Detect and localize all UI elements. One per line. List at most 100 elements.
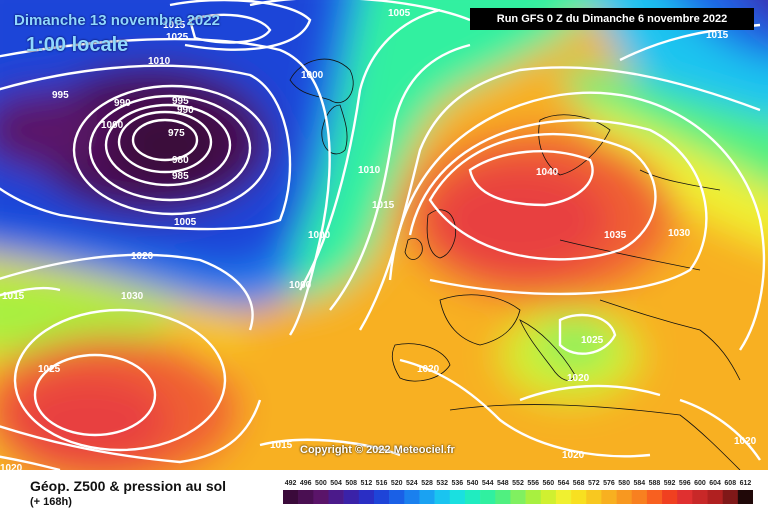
isobar-labels: 1015 1025 1010 1005 1000 995 990 995 990…: [0, 8, 757, 470]
legend-swatch: [677, 490, 693, 504]
isobar-1015-nw: 1015: [163, 20, 186, 31]
isobar-1005-top: 1005: [388, 8, 411, 19]
isobar-1010-nw: 1010: [148, 56, 171, 67]
legend-swatch: [313, 490, 329, 504]
isobar-1015-south: 1015: [270, 440, 293, 451]
legend-value: 536: [452, 480, 464, 487]
legend-swatch: [480, 490, 496, 504]
isobar-1000-low: 1000: [101, 120, 124, 131]
legend-swatch: [692, 490, 708, 504]
legend-swatch: [571, 490, 587, 504]
legend-value: 524: [406, 480, 418, 487]
copyright-notice: Copyright © 2022 Meteociel.fr: [300, 444, 455, 456]
isobar-990-low: 990: [177, 105, 194, 116]
isobar-1020-africa: 1020: [562, 450, 585, 461]
isobar-1025-nw: 1025: [166, 32, 189, 43]
legend-value: 552: [512, 480, 524, 487]
legend-value: 580: [618, 480, 630, 487]
isobar-1005-low: 1005: [174, 217, 197, 228]
legend-swatch: [525, 490, 542, 504]
isobar-980-low: 980: [172, 155, 189, 166]
isobar-990-west: 990: [114, 98, 131, 109]
legend-value: 596: [679, 480, 691, 487]
legend-swatch: [373, 490, 390, 504]
legend-swatch: [662, 490, 678, 504]
legend-swatch: [389, 490, 405, 504]
legend-value: 520: [391, 480, 403, 487]
legend-value: 572: [588, 480, 600, 487]
isobar-1020-med: 1020: [567, 373, 590, 384]
isobar-995-low: 995: [172, 96, 189, 107]
legend-swatch: [343, 490, 360, 504]
color-field: [0, 0, 768, 470]
isobar-1020-sw: 1020: [0, 463, 23, 470]
isobar-1015-mid: 1015: [372, 200, 395, 211]
legend-value: 504: [330, 480, 342, 487]
isobar-1025-italy: 1025: [581, 335, 604, 346]
legend-value: 612: [740, 480, 752, 487]
legend-swatch: [737, 490, 753, 504]
isobar-1040-scand: 1040: [536, 167, 559, 178]
color-scale-legend: 492 496 500 504 508 512 516 520 524 528 532 536 540 5…: [283, 480, 753, 504]
legend-value: 532: [436, 480, 448, 487]
legend-swatch: [404, 490, 420, 504]
legend-swatch: [298, 490, 314, 504]
isobar-1000-greenland: 1000: [301, 70, 324, 81]
legend-swatch: [449, 490, 466, 504]
lead-time: (+ 168h): [30, 496, 72, 508]
legend-value: 568: [573, 480, 585, 487]
legend-swatch: [495, 490, 511, 504]
product-title: Géop. Z500 & pression au sol: [30, 478, 227, 494]
run-info-banner: Run GFS 0 Z du Dimanche 6 novembre 2022: [470, 8, 754, 30]
geopotential-map: 1015 1025 1010 1005 1000 995 990 995 990…: [0, 0, 768, 470]
isobar-1000-trough-s: 1000: [289, 280, 312, 291]
forecast-date-title: Dimanche 13 novembre 2022: [14, 12, 220, 29]
legend-swatch: [283, 490, 299, 504]
legend-value: 588: [649, 480, 661, 487]
legend-swatch: [464, 490, 481, 504]
legend-swatch: [540, 490, 557, 504]
legend-swatch: [722, 490, 739, 504]
legend-swatch: [555, 490, 572, 504]
legend-value: 560: [542, 480, 554, 487]
legend-value: 600: [694, 480, 706, 487]
isobar-1020-se: 1020: [734, 436, 757, 447]
isobar-1015-ne: 1015: [706, 30, 729, 41]
isobar-995-west: 995: [52, 90, 69, 101]
legend-swatch: [601, 490, 617, 504]
legend-value: 564: [558, 480, 570, 487]
isobar-1015-west: 1015: [2, 291, 25, 302]
legend-value: 584: [633, 480, 645, 487]
legend-swatch: [707, 490, 723, 504]
legend-value: 544: [482, 480, 494, 487]
isobar-1025-azores: 1025: [38, 364, 61, 375]
coastlines: [289, 58, 741, 470]
legend-swatch: [328, 490, 344, 504]
legend-value: 508: [345, 480, 357, 487]
isobar-985-low: 985: [172, 171, 189, 182]
isobar-1020-iberia: 1020: [417, 364, 440, 375]
legend-value: 512: [361, 480, 373, 487]
legend-swatch: [510, 490, 526, 504]
isobar-1030-east: 1030: [668, 228, 691, 239]
isobar-1035-europe: 1035: [604, 230, 627, 241]
legend-swatch: [586, 490, 602, 504]
legend-swatch: [631, 490, 648, 504]
legend-value: 528: [421, 480, 433, 487]
legend-value: 516: [376, 480, 388, 487]
legend-swatch: [419, 490, 435, 504]
isobar-1030-azores: 1030: [121, 291, 144, 302]
legend-value: 592: [664, 480, 676, 487]
isobar-975-low: 975: [168, 128, 185, 139]
legend-swatch: [646, 490, 663, 504]
legend-value: 540: [467, 480, 479, 487]
legend-value: 604: [709, 480, 721, 487]
isobar-1010-mid: 1010: [358, 165, 381, 176]
isobar-1000-trough-n: 1000: [308, 230, 331, 241]
legend-value: 496: [300, 480, 312, 487]
legend-swatch: [434, 490, 451, 504]
isobar-1020-atl: 1020: [131, 251, 154, 262]
legend-value: 548: [497, 480, 509, 487]
legend-value: 556: [527, 480, 539, 487]
